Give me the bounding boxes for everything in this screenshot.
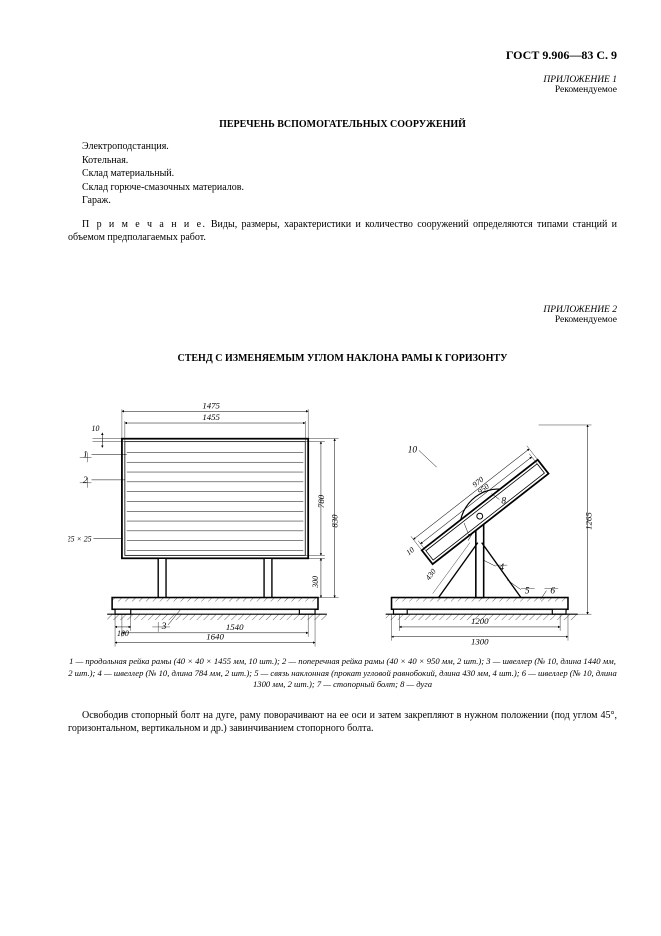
bottom-paragraph: Освободив стопорный болт на дуге, раму п… xyxy=(68,709,617,736)
svg-text:7: 7 xyxy=(467,533,472,543)
appendix-2-type: Рекомендуемое xyxy=(68,315,617,325)
appendix-1-type: Рекомендуемое xyxy=(68,85,617,95)
appendix-1-title: ПРИЛОЖЕНИЕ 1 xyxy=(68,75,617,85)
standard-header: ГОСТ 9.906—83 С. 9 xyxy=(68,48,617,63)
page: ГОСТ 9.906—83 С. 9 ПРИЛОЖЕНИЕ 1 Рекоменд… xyxy=(0,0,661,936)
appendix-1-block: ПРИЛОЖЕНИЕ 1 Рекомендуемое xyxy=(68,75,617,95)
svg-text:300: 300 xyxy=(311,575,320,588)
svg-text:10: 10 xyxy=(408,445,418,455)
svg-text:780: 780 xyxy=(316,494,326,508)
section-2-title: СТЕНД С ИЗМЕНЯЕМЫМ УГЛОМ НАКЛОНА РАМЫ К … xyxy=(68,353,617,364)
facility-item: Гараж. xyxy=(82,194,617,208)
facility-list: Электроподстанция. Котельная. Склад мате… xyxy=(68,140,617,208)
svg-text:1300: 1300 xyxy=(471,636,489,646)
appendix-2-block: ПРИЛОЖЕНИЕ 2 Рекомендуемое xyxy=(68,305,617,325)
svg-text:10: 10 xyxy=(404,545,416,557)
engineering-diagram: 1475 1455 10 1 2 xyxy=(68,374,617,649)
svg-text:5: 5 xyxy=(525,586,530,596)
svg-text:8: 8 xyxy=(501,496,506,506)
note-paragraph: П р и м е ч а н и е. Виды, размеры, хара… xyxy=(68,218,617,245)
svg-text:1640: 1640 xyxy=(206,631,224,641)
svg-text:10: 10 xyxy=(92,423,100,432)
appendix-2-title: ПРИЛОЖЕНИЕ 2 xyxy=(68,305,617,315)
svg-text:1540: 1540 xyxy=(226,621,244,631)
svg-text:1200: 1200 xyxy=(471,615,489,625)
facility-item: Электроподстанция. xyxy=(82,140,617,154)
svg-text:4: 4 xyxy=(499,563,504,573)
diagram-legend: 1 — продольная рейка рамы (40 × 40 × 145… xyxy=(68,656,617,691)
facility-item: Склад горюче-смазочных материалов. xyxy=(82,181,617,195)
section-1-title: ПЕРЕЧЕНЬ ВСПОМОГАТЕЛЬНЫХ СООРУЖЕНИЙ xyxy=(68,119,617,130)
svg-text:1: 1 xyxy=(83,450,88,460)
note-lead: П р и м е ч а н и е. xyxy=(82,219,207,230)
facility-item: Котельная. xyxy=(82,154,617,168)
svg-text:1265: 1265 xyxy=(584,511,594,529)
facility-item: Склад материальный. xyxy=(82,167,617,181)
svg-text:430: 430 xyxy=(424,567,438,582)
svg-text:6: 6 xyxy=(550,586,555,596)
svg-text:2: 2 xyxy=(83,475,88,485)
side-view: 970 950 10 430 10 7 8 xyxy=(386,424,594,646)
svg-text:830: 830 xyxy=(330,513,340,527)
svg-text:100: 100 xyxy=(117,628,129,637)
svg-text:1455: 1455 xyxy=(202,412,220,422)
svg-text:1475: 1475 xyxy=(202,400,220,410)
front-view: 1475 1455 10 1 2 xyxy=(68,400,340,646)
svg-text:L25 × 25: L25 × 25 xyxy=(68,534,92,543)
